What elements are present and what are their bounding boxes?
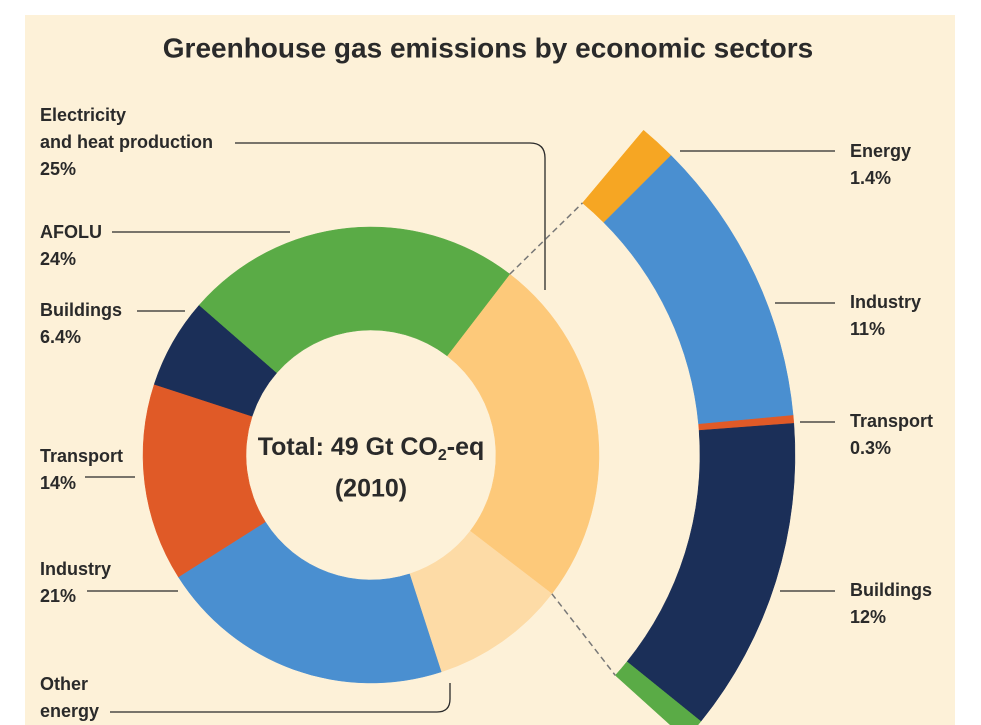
category-label: Other energy bbox=[40, 674, 99, 721]
value-label: 25% bbox=[40, 159, 76, 179]
category-label: Transport bbox=[40, 446, 123, 466]
category-label: Transport bbox=[850, 411, 933, 431]
category-label: AFOLU bbox=[40, 222, 102, 242]
value-label: 21% bbox=[40, 586, 76, 606]
segment bbox=[446, 273, 600, 595]
value-label: 24% bbox=[40, 249, 76, 269]
center-text: Total: 49 Gt CO bbox=[258, 433, 438, 461]
segment bbox=[614, 661, 702, 725]
category-label: Industry bbox=[850, 292, 921, 312]
value-label: 1.4% bbox=[850, 168, 891, 188]
connector bbox=[509, 202, 584, 275]
center-suffix: -eq bbox=[447, 433, 485, 461]
category-label: Buildings bbox=[40, 300, 122, 320]
category-label: Buildings bbox=[850, 580, 932, 600]
category-label: Energy bbox=[850, 141, 911, 161]
connector bbox=[551, 593, 616, 676]
center-subscript: 2 bbox=[438, 447, 447, 464]
center-year: (2010) bbox=[335, 475, 407, 503]
category-label: Industry bbox=[40, 559, 111, 579]
value-label: 12% bbox=[850, 607, 886, 627]
center-label: Total: 49 Gt CO2-eq bbox=[258, 433, 485, 465]
leader-line bbox=[110, 683, 451, 713]
segment bbox=[198, 226, 511, 374]
value-label: 6.4% bbox=[40, 327, 81, 347]
category-label: Electricity and heat production bbox=[40, 105, 213, 152]
value-label: 11% bbox=[850, 319, 885, 339]
leader-line bbox=[235, 142, 546, 290]
value-label: 0.3% bbox=[850, 438, 891, 458]
value-label: 14% bbox=[40, 473, 76, 493]
chart-title: Greenhouse gas emissions by economic sec… bbox=[163, 32, 813, 63]
segment bbox=[178, 521, 442, 684]
